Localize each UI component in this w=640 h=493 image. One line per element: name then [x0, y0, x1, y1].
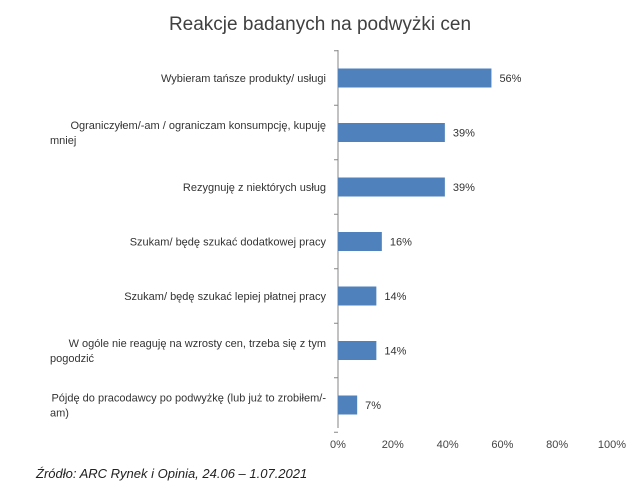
category-label-line: pogodzić	[50, 353, 95, 365]
bar	[338, 68, 492, 88]
category-label: W ogóle nie reaguję na wzrosty cen, trze…	[50, 338, 326, 365]
category-label: Rezygnuję z niektórych usług	[183, 182, 326, 194]
axis-group	[334, 50, 339, 433]
category-label: Szukam/ będę szukać dodatkowej pracy	[130, 237, 327, 249]
value-label: 39%	[453, 128, 475, 140]
value-label: 14%	[384, 291, 406, 303]
category-label-line: am)	[50, 408, 69, 420]
value-label: 39%	[453, 182, 475, 194]
value-label: 16%	[390, 237, 412, 249]
bar	[338, 232, 382, 251]
bars-group	[338, 68, 492, 415]
x-tick-label: 40%	[437, 439, 459, 451]
bar	[338, 395, 358, 415]
value-label: 56%	[499, 73, 521, 85]
x-tick-label: 80%	[546, 439, 568, 451]
chart-title: Reakcje badanych na podwyżki cen	[168, 14, 472, 35]
bar	[338, 286, 377, 306]
category-label: Ograniczyłem/-am / ograniczam konsumpcję…	[50, 120, 326, 147]
source-note: Źródło: ARC Rynek i Opinia, 24.06 – 1.07…	[36, 466, 308, 481]
category-label: Szukam/ będę szukać lepiej płatnej pracy	[124, 291, 326, 303]
value-label: 14%	[384, 346, 406, 358]
bar	[338, 341, 377, 360]
category-label-line: W ogóle nie reaguję na wzrosty cen, trze…	[69, 338, 326, 350]
category-label-line: Pójdę do pracodawcy po podwyżkę (lub już…	[51, 393, 326, 405]
bar	[338, 177, 445, 197]
category-label-line: Rezygnuję z niektórych usług	[183, 182, 326, 194]
x-tick-label: 0%	[330, 439, 346, 451]
category-label-line: mniej	[50, 135, 76, 147]
value-label: 7%	[365, 400, 381, 412]
category-label-line: Szukam/ będę szukać dodatkowej pracy	[130, 237, 327, 249]
x-tick-label: 20%	[382, 439, 404, 451]
category-label: Wybieram tańsze produkty/ usługi	[161, 73, 326, 85]
category-label-line: Szukam/ będę szukać lepiej płatnej pracy	[124, 291, 326, 303]
category-label: Pójdę do pracodawcy po podwyżkę (lub już…	[50, 393, 326, 420]
x-tick-label: 60%	[491, 439, 513, 451]
category-label-line: Wybieram tańsze produkty/ usługi	[161, 73, 326, 85]
ticks-group: 0% 20% 40% 60% 80% 100%	[330, 439, 626, 451]
category-label-line: Ograniczyłem/-am / ograniczam konsumpcję…	[70, 120, 326, 132]
x-tick-label: 100%	[598, 439, 626, 451]
bar	[338, 123, 445, 142]
labels-group: 56% Wybieram tańsze produkty/ usługi 39% Og…	[50, 73, 522, 420]
